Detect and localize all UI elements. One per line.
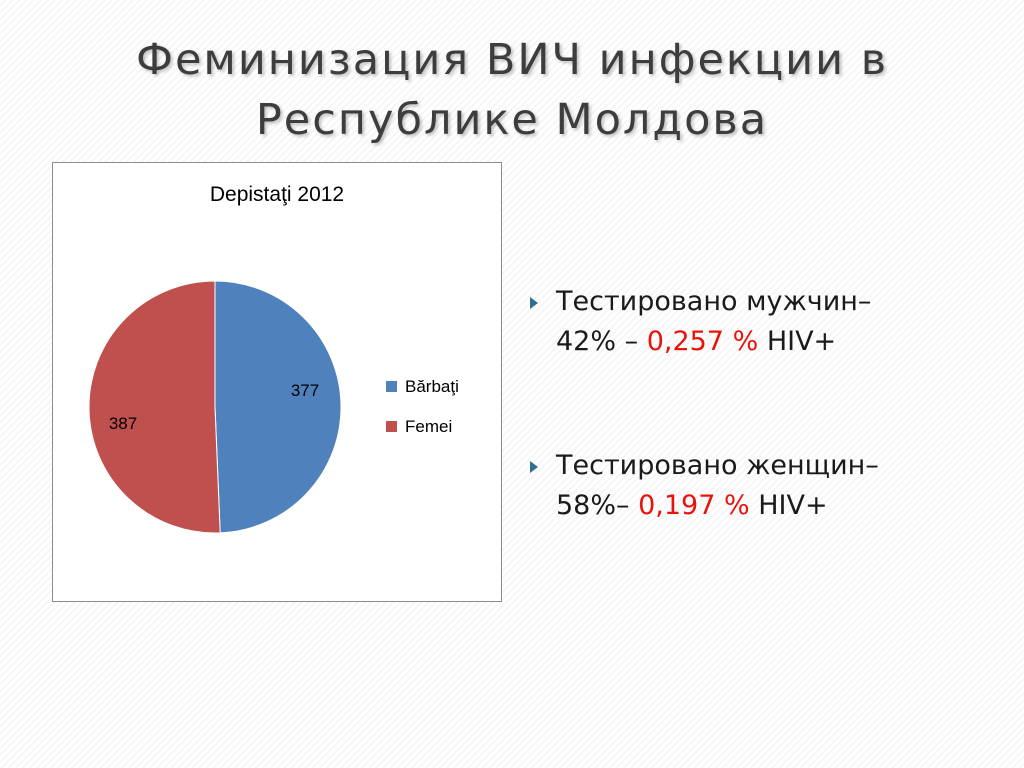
data-label-femei: 387 bbox=[109, 414, 137, 433]
bullet-men-hiv-rate: 0,257 % bbox=[646, 326, 759, 357]
bullet-arrow-icon bbox=[530, 461, 538, 473]
pie-chart-svg: Depistaţi 2012 377 387 Bărbaţi Femei bbox=[88, 183, 459, 534]
legend-swatch-barbati bbox=[386, 381, 397, 392]
pie-chart: Depistaţi 2012 377 387 Bărbaţi Femei bbox=[52, 162, 502, 602]
pie-slice-barbati bbox=[214, 280, 342, 534]
bullet-list: Тестировано мужчин– 42% – 0,257 % HIV+ Т… bbox=[528, 282, 1008, 526]
legend-swatch-femei bbox=[386, 421, 397, 432]
data-label-barbati: 377 bbox=[291, 381, 319, 400]
bullet-men-suffix: HIV+ bbox=[758, 326, 837, 357]
bullet-women: Тестировано женщин– 58%– 0,197 % HIV+ bbox=[528, 446, 1008, 526]
bullet-arrow-icon bbox=[530, 297, 538, 309]
bullet-men-line2: 42% – 0,257 % HIV+ bbox=[556, 322, 1008, 362]
slide-title: Феминизация ВИЧ инфекции в Республике Мо… bbox=[135, 35, 889, 145]
bullet-women-hiv-rate: 0,197 % bbox=[638, 490, 750, 521]
bullet-men-line1: Тестировано мужчин– bbox=[556, 286, 872, 317]
bullet-men: Тестировано мужчин– 42% – 0,257 % HIV+ bbox=[528, 282, 1008, 362]
bullet-men-percent: 42% – bbox=[556, 326, 647, 357]
pie-slice-femei bbox=[88, 280, 221, 534]
legend-label-barbati: Bărbaţi bbox=[405, 377, 459, 396]
bullet-women-suffix: HIV+ bbox=[749, 490, 828, 521]
bullet-women-line2: 58%– 0,197 % HIV+ bbox=[556, 486, 1008, 526]
bullet-women-percent: 58%– bbox=[556, 490, 639, 521]
chart-title: Depistaţi 2012 bbox=[210, 183, 344, 206]
legend-label-femei: Femei bbox=[405, 417, 452, 436]
bullet-women-line1: Тестировано женщин– bbox=[556, 450, 879, 481]
